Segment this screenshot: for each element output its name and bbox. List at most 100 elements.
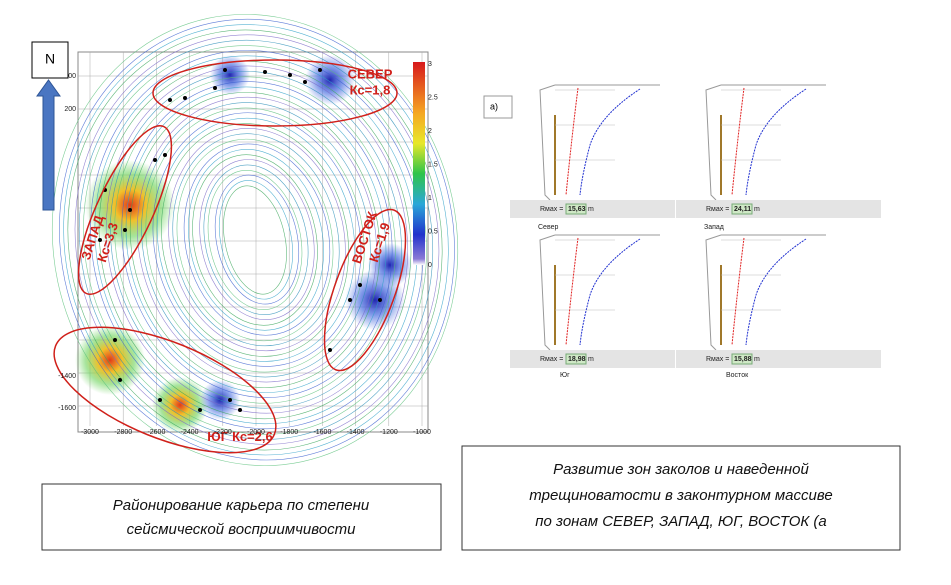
chart-name: Восток — [726, 372, 749, 379]
x-tick-label: -2200 — [214, 429, 232, 436]
small-chart: Rмах = 15,63 m Север — [510, 84, 675, 231]
rmax-value: 15,88 — [734, 356, 752, 363]
x-tick-label: -1000 — [413, 429, 431, 436]
contour — [141, 102, 371, 378]
chart-name: Север — [538, 224, 558, 231]
seismic-point — [228, 398, 232, 402]
contour — [161, 123, 349, 357]
zone-label: ЮГ Кс=2,6 — [207, 429, 272, 444]
zone-outline — [323, 208, 407, 372]
colorbar-tick-label: 1.5 — [428, 161, 438, 168]
y-tick-label: -1400 — [58, 373, 76, 380]
rmax-value: 18,98 — [568, 356, 586, 363]
zone-coefficient: Кс=1,8 — [350, 82, 391, 97]
seismic-point — [163, 153, 167, 157]
contour — [105, 65, 409, 414]
right-caption-line: трещиноватости в законтурном массиве — [529, 487, 832, 504]
bottom-bar — [676, 200, 881, 218]
compass-label: N — [45, 51, 55, 67]
seismic-point — [123, 228, 127, 232]
colorbar-tick-label: 0 — [428, 262, 432, 269]
x-tick-label: -2800 — [114, 429, 132, 436]
seismic-point — [213, 86, 217, 90]
red-curve — [731, 237, 745, 346]
seismic-point — [348, 298, 352, 302]
y-tick-label: -1600 — [58, 405, 76, 412]
contour — [137, 96, 377, 383]
panel-label: а) — [490, 101, 498, 111]
rmax-unit: m — [588, 356, 594, 363]
right-caption-line: Развитие зон заколов и наведенной — [553, 461, 809, 478]
contour — [192, 154, 318, 326]
left-caption-line: сейсмической восприимчивости — [127, 521, 357, 538]
panel-label-box — [483, 95, 513, 119]
contour — [172, 133, 340, 347]
seismic-point — [198, 408, 202, 412]
rmax-box — [731, 353, 753, 365]
rmax-label: Rмах = — [706, 206, 729, 213]
left-caption-box — [41, 483, 442, 551]
rmax-label: Rмах = — [706, 356, 729, 363]
contour — [125, 86, 387, 393]
zone-name: СЕВЕР — [348, 66, 393, 81]
intensity-spot — [75, 325, 145, 395]
colorbar-tick-label: 2.5 — [428, 94, 438, 101]
seismic-point — [128, 208, 132, 212]
chart-name: Запад — [704, 224, 724, 231]
rmax-box — [565, 353, 587, 365]
rmax-value: 24,11 — [734, 206, 751, 213]
blue-curve — [579, 88, 641, 196]
contour — [219, 180, 293, 300]
x-tick-label: -2000 — [247, 429, 265, 436]
seismic-point — [263, 70, 267, 74]
contour — [214, 174, 300, 305]
colorbar — [413, 62, 425, 265]
seismic-point — [183, 96, 187, 100]
zone-coefficient: Кс=2,6 — [232, 429, 273, 444]
seismic-point — [153, 158, 157, 162]
zone-label-text: ЮГ Кс=2,6 — [207, 429, 272, 444]
rmax-label: Rмах = — [540, 206, 563, 213]
contour — [67, 29, 443, 451]
x-tick-label: -1200 — [380, 429, 398, 436]
seismic-point — [238, 408, 242, 412]
x-tick-label: -3000 — [81, 429, 99, 436]
contour — [176, 138, 334, 342]
contour — [145, 107, 365, 373]
bottom-bar — [676, 350, 881, 368]
blue-curve — [745, 88, 807, 196]
contour — [156, 117, 356, 362]
x-tick-label: -2600 — [147, 429, 165, 436]
rmax-unit: m — [754, 356, 760, 363]
seismic-point — [168, 98, 172, 102]
seismic-point — [223, 68, 227, 72]
x-tick-label: -1400 — [347, 429, 365, 436]
red-curve — [565, 87, 579, 196]
pit-outline — [705, 234, 826, 351]
blue-curve — [745, 238, 807, 346]
contour — [110, 71, 402, 409]
chart-name: Юг — [560, 372, 570, 379]
seismic-point — [358, 283, 362, 287]
zone-outline — [53, 326, 277, 454]
pit-outline — [539, 234, 660, 351]
seismic-point — [288, 73, 292, 77]
seismic-point — [158, 398, 162, 402]
rmax-box — [565, 203, 587, 215]
contour — [183, 143, 331, 336]
colorbar-tick-label: 3 — [428, 61, 432, 68]
right-caption-line: по зонам СЕВЕР, ЗАПАД, ЮГ, ВОСТОК (а — [535, 513, 826, 530]
colorbar-tick-label: 2 — [428, 128, 432, 135]
colorbar-tick-label: 0.5 — [428, 228, 438, 235]
seismic-point — [98, 238, 102, 242]
small-chart: Rмах = 24,11 m Запад — [676, 84, 881, 231]
seismic-point — [118, 378, 122, 382]
bottom-bar — [510, 200, 675, 218]
x-tick-label: -2400 — [181, 429, 199, 436]
contour — [59, 18, 455, 461]
north-arrow — [36, 79, 61, 211]
